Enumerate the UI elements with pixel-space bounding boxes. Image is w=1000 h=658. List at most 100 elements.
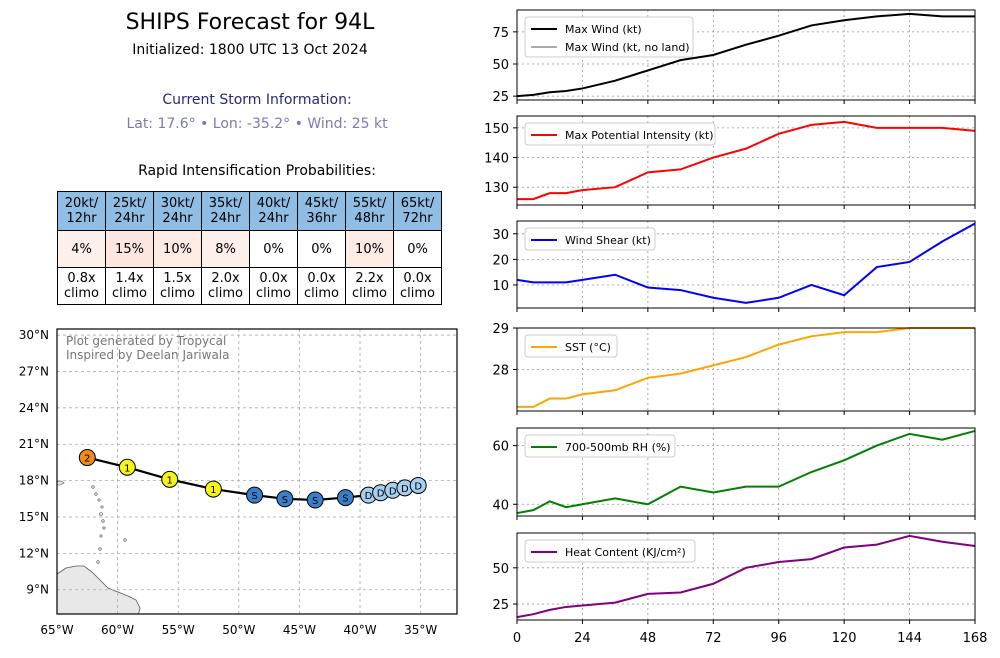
track-marker [276, 490, 294, 508]
lon-tick-label: 40°W [343, 623, 376, 637]
legend-label: Max Potential Intensity (kt) [565, 129, 714, 142]
legend: Wind Shear (kt) [524, 227, 656, 251]
track-marker-label: D [377, 489, 385, 500]
chart-panel: 25 50 Heat Content (KJ/cm²) [492, 532, 976, 624]
track-marker-label: S [342, 494, 348, 505]
track-marker-label: S [282, 495, 288, 506]
initialized-time: Initialized: 1800 UTC 13 Oct 2024 [132, 42, 368, 58]
ri-header-cell: 25kt/24hr [105, 191, 154, 231]
legend-label: Heat Content (KJ/cm²) [565, 546, 686, 559]
lon-tick-label: 55°W [162, 623, 195, 637]
current-storm-values: Lat: 17.6° • Lon: -35.2° • Wind: 25 kt [126, 116, 388, 132]
island-shape [57, 480, 65, 486]
ri-probability-cell: 10% [153, 230, 202, 268]
track-marker [161, 470, 179, 488]
track-marker-label: S [312, 496, 318, 507]
y-tick-label: 29 [492, 322, 509, 337]
ri-table-title: Rapid Intensification Probabilities: [138, 163, 376, 179]
x-tick-label: 48 [640, 631, 657, 646]
ri-climo-cell: 0.0x climo [249, 267, 298, 305]
legend: SST (°C) [524, 334, 618, 358]
legend-label: Wind Shear (kt) [565, 234, 651, 247]
track-marker-label: D [389, 486, 397, 497]
y-tick-label: 60 [492, 440, 509, 455]
ri-header-cell: 35kt/24hr [201, 191, 250, 231]
ri-probability-row: 4% 15% 10% 8% 0% 0% 10% 0% [57, 230, 442, 268]
lesser-antilles [91, 485, 127, 564]
lat-tick-label: 18°N [19, 474, 49, 488]
x-tick-label: 72 [705, 631, 722, 646]
ri-header-row: 20kt/12hr 25kt/24hr 30kt/24hr 35kt/24hr … [57, 191, 442, 231]
legend: Max Potential Intensity (kt) [524, 122, 716, 146]
ri-header-cell: 65kt/72hr [393, 191, 442, 231]
x-tick-label: 0 [513, 631, 521, 646]
y-tick-label: 10 [492, 279, 509, 294]
chart-panel: 130 140 150 Max Potential Intensity (kt) [484, 115, 976, 209]
ri-probability-cell: 0% [297, 230, 346, 268]
y-tick-label: 20 [492, 253, 509, 268]
track-marker-label: 1 [167, 475, 173, 486]
legend-box [524, 334, 618, 358]
ri-probability-cell: 10% [345, 230, 394, 268]
south-america-land [57, 565, 141, 614]
series-line [516, 429, 976, 515]
panel-frame [516, 220, 976, 309]
x-tick-label: 120 [832, 631, 857, 646]
lon-tick-label: 35°W [404, 623, 437, 637]
series-line [516, 12, 975, 98]
lon-tick-label: 45°W [283, 623, 316, 637]
legend-label: SST (°C) [565, 341, 611, 354]
ri-probability-table: 20kt/12hr 25kt/24hr 30kt/24hr 35kt/24hr … [57, 191, 442, 305]
series-line [516, 534, 976, 619]
lon-tick-label: 65°W [40, 623, 73, 637]
legend-box [524, 434, 676, 458]
y-tick-label: 150 [484, 122, 509, 137]
track-marker [336, 489, 354, 507]
ri-probability-cell: 8% [201, 230, 250, 268]
map-credit-line-1: Plot generated by Tropycal [66, 334, 226, 348]
track-marker [306, 491, 324, 509]
panel-frame [516, 115, 976, 206]
lat-tick-label: 27°N [19, 364, 49, 378]
track-marker [409, 476, 427, 494]
map-credit-line-2: Inspired by Deelan Jariwala [66, 348, 230, 362]
y-tick-label: 50 [492, 58, 509, 73]
track-marker-label: D [401, 484, 409, 495]
ri-climo-cell: 0.0x climo [393, 267, 442, 305]
ships-panels: 25 50 75 Max Wind (kt) Max Wind (kt, no land… [484, 9, 987, 646]
legend: 700-500mb RH (%) [524, 434, 676, 458]
x-tick-label: 24 [574, 631, 591, 646]
track-marker-label: D [414, 481, 422, 492]
ri-climo-cell: 2.0x climo [201, 267, 250, 305]
y-tick-label: 130 [484, 181, 509, 196]
y-tick-label: 50 [492, 562, 509, 577]
panel-frame [516, 532, 976, 621]
ri-climo-cell: 1.5x climo [153, 267, 202, 305]
ri-probability-cell: 4% [57, 230, 106, 268]
current-storm-header: Current Storm Information: [162, 92, 352, 108]
ri-climo-cell: 0.8x climo [57, 267, 106, 305]
y-tick-label: 28 [492, 364, 509, 379]
track-marker [204, 480, 222, 498]
track-marker [78, 449, 96, 467]
lat-tick-label: 21°N [19, 437, 49, 451]
ri-climo-cell: 1.4x climo [105, 267, 154, 305]
x-tick-label: 96 [770, 631, 787, 646]
lat-tick-label: 24°N [19, 401, 49, 415]
track-marker-label: 1 [210, 485, 216, 496]
legend: Max Wind (kt) Max Wind (kt, no land) [524, 16, 694, 58]
lat-tick-label: 9°N [26, 583, 49, 597]
ri-probability-cell: 15% [105, 230, 154, 268]
panel-frame [516, 427, 976, 517]
map-axis-labels: 65°W 60°W 55°W 50°W 45°W 40°W 35°W 30°N 27°N 24°N… [19, 328, 438, 637]
track-map: Plot generated by Tropycal Inspired by D… [19, 328, 458, 637]
chart-panel: 10 20 30 Wind Shear (kt) [492, 220, 976, 312]
lon-tick-label: 50°W [222, 623, 255, 637]
legend: Heat Content (KJ/cm²) [524, 539, 696, 563]
track-marker-label: D [365, 491, 373, 502]
legend-box [524, 122, 716, 146]
land-shapes [57, 480, 141, 614]
map-gridlines [57, 329, 457, 614]
series-line [516, 222, 976, 304]
